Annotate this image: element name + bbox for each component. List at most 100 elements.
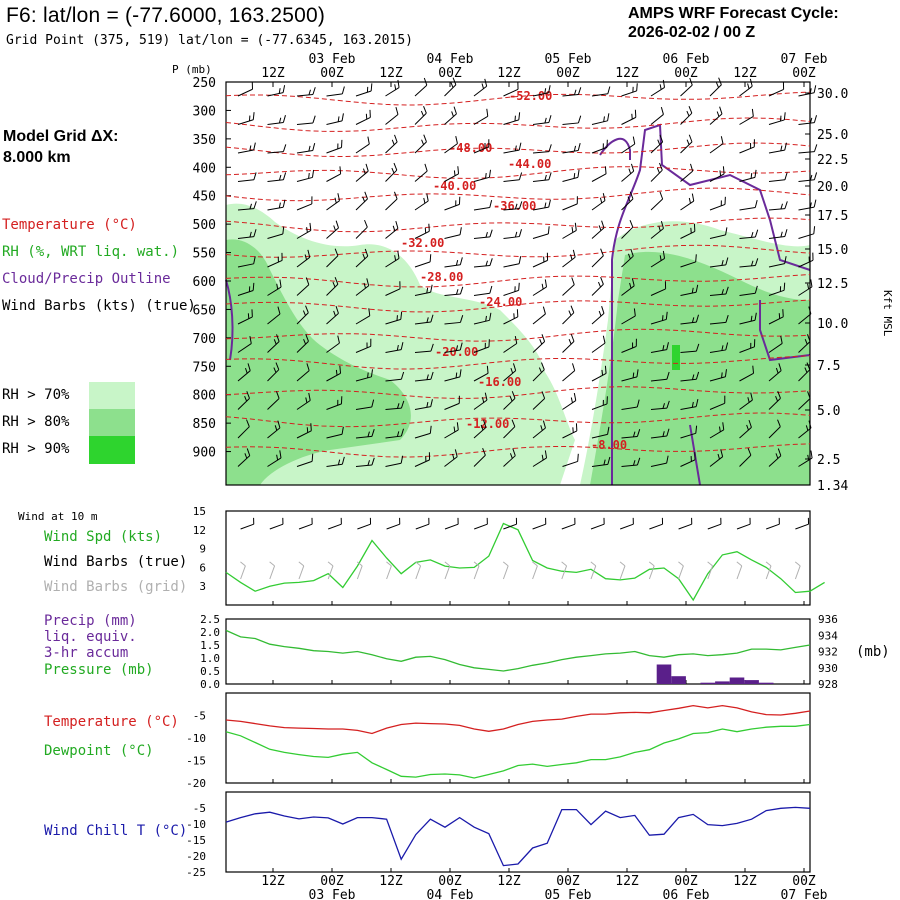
wind-barb bbox=[798, 172, 818, 182]
dewpoint-label: Dewpoint (°C) bbox=[44, 743, 154, 759]
wind-barb bbox=[385, 400, 405, 410]
bottom-time-tick-label: 12Z bbox=[733, 874, 757, 889]
wind-barb bbox=[414, 77, 428, 97]
wind-barb bbox=[709, 166, 725, 182]
wind-barb bbox=[709, 106, 723, 125]
wind-barb-grid bbox=[794, 561, 801, 580]
wind-barb bbox=[296, 196, 313, 211]
pressure-unit-label: (mb) bbox=[856, 644, 890, 660]
wind-barb bbox=[680, 254, 697, 268]
height-tick-label: 10.0 bbox=[817, 317, 848, 332]
wind-barb bbox=[296, 334, 309, 353]
wind-barb bbox=[237, 172, 257, 182]
pressure-tick-label: 600 bbox=[193, 275, 216, 290]
wind-barb-grid bbox=[561, 561, 568, 580]
wind-barb-grid bbox=[298, 561, 305, 580]
wind-barb bbox=[532, 226, 550, 239]
bottom-time-tick-label: 00Z bbox=[438, 874, 462, 889]
wind-barb-true bbox=[649, 517, 664, 530]
pressure-tick-label: 900 bbox=[193, 446, 216, 461]
wind-barb bbox=[739, 229, 759, 239]
top-time-tick-label: 00Z bbox=[674, 66, 698, 81]
wind-barb bbox=[503, 81, 519, 97]
wind-barb bbox=[503, 256, 522, 268]
wind-barb bbox=[503, 391, 516, 410]
wind-barb bbox=[709, 342, 729, 353]
top-time-tick-label: 12Z bbox=[379, 66, 403, 81]
wind-barb bbox=[296, 453, 314, 467]
wind-barb bbox=[503, 229, 522, 239]
pressure-ytick-label: 930 bbox=[818, 662, 838, 675]
temperature-contour-label: -12.00 bbox=[466, 417, 509, 431]
wind-barb bbox=[680, 223, 696, 239]
wind-barb bbox=[680, 193, 695, 211]
wind-barb bbox=[414, 452, 431, 467]
wind-barb bbox=[680, 105, 693, 125]
wind-barb bbox=[473, 420, 487, 439]
precip-ytick-label: 0.5 bbox=[200, 665, 220, 678]
wind-barb-grid bbox=[386, 561, 392, 580]
wind-barb bbox=[296, 222, 312, 239]
wind-barb bbox=[355, 338, 372, 353]
wind-barb bbox=[650, 311, 668, 325]
wind-barb bbox=[296, 115, 316, 125]
wind-barb bbox=[709, 77, 722, 97]
wind-barb bbox=[296, 249, 311, 268]
wind-barb bbox=[414, 163, 428, 182]
wind-speed-line bbox=[225, 522, 825, 602]
wind-barb bbox=[296, 423, 312, 439]
wind-barb bbox=[650, 191, 664, 211]
wind-barb bbox=[591, 166, 607, 182]
wind-barb-true bbox=[328, 517, 342, 530]
height-tick-label: 5.0 bbox=[817, 404, 840, 419]
wind-barb bbox=[355, 136, 370, 154]
wind-barb bbox=[385, 191, 398, 211]
wind-barb bbox=[562, 392, 577, 410]
wind-barb bbox=[473, 258, 493, 268]
bottom-time-tick-label: 12Z bbox=[497, 874, 521, 889]
wind-barb-true bbox=[357, 517, 372, 530]
height-tick-label: 15.0 bbox=[817, 243, 848, 258]
wind-barb bbox=[473, 339, 490, 353]
wind-barb bbox=[237, 419, 250, 439]
precip-ytick-label: 1.5 bbox=[200, 639, 220, 652]
wind-barb bbox=[414, 399, 433, 410]
wind-barb bbox=[296, 87, 316, 97]
wind-barb bbox=[326, 305, 339, 325]
wind-barb bbox=[385, 107, 399, 125]
top-time-tick-label: 00Z bbox=[320, 66, 344, 81]
wind-barb bbox=[267, 420, 281, 439]
wind-barb bbox=[296, 143, 316, 154]
wind-ytick-label: 15 bbox=[193, 505, 206, 518]
temperature-contour bbox=[225, 166, 811, 179]
wind-barb bbox=[385, 455, 404, 467]
wind-barb bbox=[267, 226, 285, 239]
height-tick-label: 30.0 bbox=[817, 87, 848, 102]
wind-barb bbox=[237, 142, 256, 154]
wind-barb bbox=[326, 335, 340, 353]
wind-barb bbox=[768, 282, 786, 296]
wind-barb bbox=[473, 312, 492, 325]
wind-barb bbox=[326, 193, 340, 211]
wind-barb bbox=[562, 305, 575, 325]
wind-barb bbox=[473, 229, 493, 239]
wind-barb bbox=[385, 311, 403, 325]
top-date-label: 03 Feb bbox=[309, 52, 356, 67]
wind-barb bbox=[739, 419, 752, 439]
wind-barb bbox=[739, 447, 752, 467]
precip-ytick-label: 2.5 bbox=[200, 613, 220, 626]
rh80-label: RH > 80% bbox=[2, 414, 70, 430]
wind-barb bbox=[739, 200, 758, 211]
temperature-contour bbox=[225, 142, 811, 157]
top-time-tick-label: 12Z bbox=[615, 66, 639, 81]
wind-barb bbox=[798, 279, 813, 296]
wind-barb bbox=[326, 396, 343, 410]
wind-barb bbox=[267, 144, 287, 154]
wind-barb-grid bbox=[590, 561, 597, 580]
wind-panel-border bbox=[225, 510, 811, 606]
wind-barb bbox=[798, 362, 811, 382]
pressure-tick-label: 750 bbox=[193, 360, 216, 375]
wind-barb bbox=[503, 172, 523, 182]
wind-barb bbox=[503, 448, 516, 467]
wind-barb bbox=[237, 448, 251, 467]
